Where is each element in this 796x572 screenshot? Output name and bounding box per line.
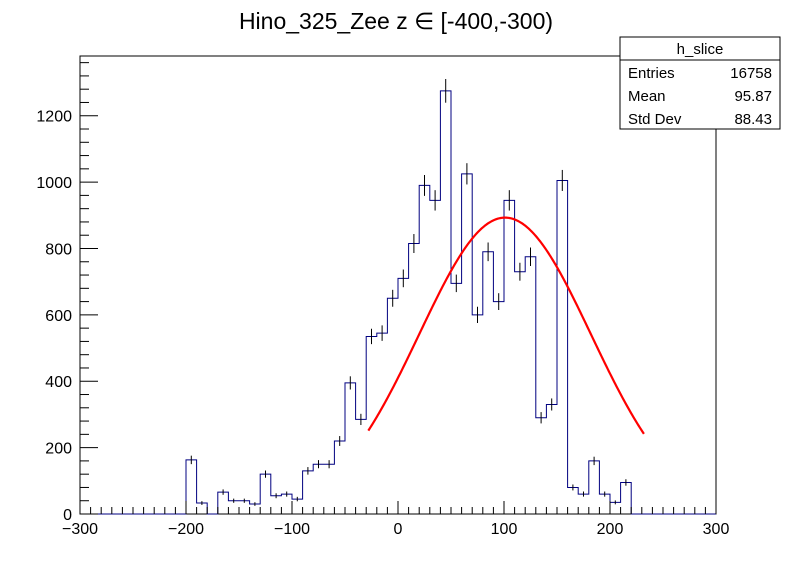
x-tick-label: 300 — [703, 521, 730, 538]
y-tick-label: 400 — [45, 374, 72, 391]
histogram-outline — [80, 90, 716, 515]
x-tick-label: 100 — [491, 521, 518, 538]
stats-box-title: h_slice — [677, 41, 724, 58]
x-tick-label: −100 — [274, 521, 310, 538]
x-tick-label: 0 — [394, 521, 403, 538]
stats-box-frame — [619, 36, 781, 130]
x-tick-label: −200 — [168, 521, 204, 538]
x-tick-label: −300 — [62, 521, 98, 538]
stats-value: 16758 — [730, 65, 772, 82]
stats-label: Entries — [628, 65, 675, 82]
stats-label: Mean — [628, 88, 666, 105]
chart-title: Hino_325_Zee z ∈ [-400,-300) — [239, 8, 553, 34]
stats-value: 88.43 — [734, 111, 772, 128]
stats-label: Std Dev — [628, 111, 682, 128]
y-tick-label: 1000 — [36, 175, 72, 192]
stats-value: 95.87 — [734, 88, 772, 105]
y-tick-label: 200 — [45, 441, 72, 458]
x-tick-label: 200 — [597, 521, 624, 538]
axes: −300 −200 −100 0 100 200 300 0 200 400 600 800 1000 1… — [36, 62, 730, 538]
y-tick-label: 600 — [45, 308, 72, 325]
fit-curve — [367, 216, 645, 435]
y-tick-label: 0 — [63, 507, 72, 524]
y-tick-label: 800 — [45, 241, 72, 258]
y-tick-label: 1200 — [36, 109, 72, 126]
